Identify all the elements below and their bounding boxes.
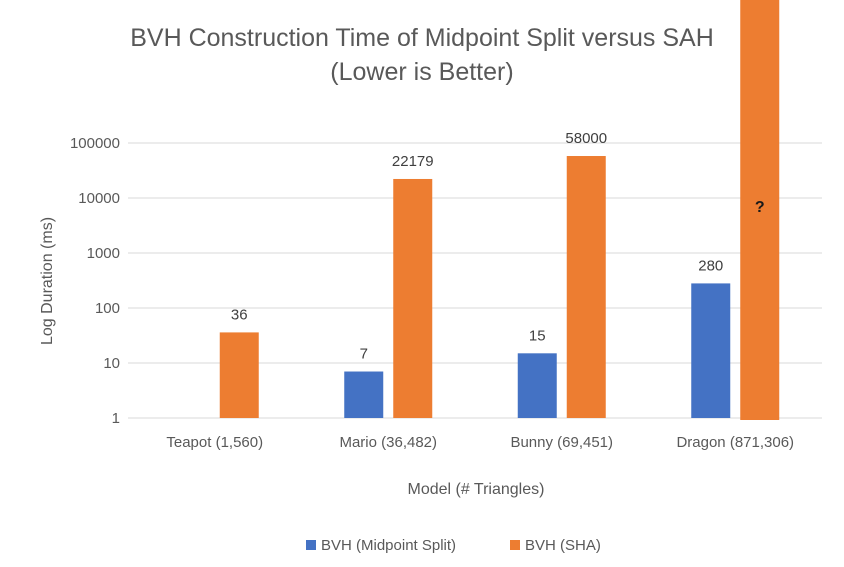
bar-sha <box>393 178 433 418</box>
y-axis-title: Log Duration (ms) <box>39 217 56 345</box>
x-tick-label: Bunny (69,451) <box>510 434 613 451</box>
bars <box>219 0 780 420</box>
legend-label-sha: BVH (SHA) <box>525 537 601 554</box>
data-label-unknown: ? <box>755 199 765 216</box>
y-tick-label: 10000 <box>78 190 120 207</box>
data-label: 7 <box>360 346 368 363</box>
bar-midpoint <box>517 353 557 418</box>
legend: BVH (Midpoint Split) BVH (SHA) <box>306 537 601 554</box>
data-label: 22179 <box>392 153 434 170</box>
chart-title-line-1: BVH Construction Time of Midpoint Split … <box>130 24 714 52</box>
chart-title-line-2: (Lower is Better) <box>330 58 513 86</box>
bar-sha-unknown <box>740 0 780 420</box>
x-tick-label: Dragon (871,306) <box>676 434 794 451</box>
y-tick-label: 100000 <box>70 135 120 152</box>
data-label: 280 <box>698 257 723 274</box>
y-axis-ticks: 1 10 100 1000 10000 100000 <box>70 135 120 427</box>
bar-sha <box>219 332 259 418</box>
legend-swatch-sha <box>510 540 520 550</box>
data-label: 58000 <box>565 130 607 147</box>
x-tick-label: Teapot (1,560) <box>166 434 263 451</box>
y-tick-label: 100 <box>95 300 120 317</box>
y-tick-label: 1 <box>112 410 120 427</box>
data-labels: 36 7 22179 15 58000 280? <box>231 130 765 363</box>
legend-swatch-midpoint <box>306 540 316 550</box>
bar-sha <box>566 156 606 418</box>
x-axis-ticks: Teapot (1,560) Mario (36,482) Bunny (69,45… <box>166 434 794 451</box>
data-label: 15 <box>529 327 546 344</box>
data-label: 36 <box>231 306 248 323</box>
bar-midpoint <box>344 371 384 418</box>
bar-midpoint <box>691 283 731 418</box>
y-tick-label: 1000 <box>87 245 120 262</box>
y-tick-label: 10 <box>103 355 120 372</box>
legend-label-midpoint: BVH (Midpoint Split) <box>321 537 456 554</box>
x-tick-label: Mario (36,482) <box>339 434 437 451</box>
x-axis-title: Model (# Triangles) <box>408 481 545 498</box>
